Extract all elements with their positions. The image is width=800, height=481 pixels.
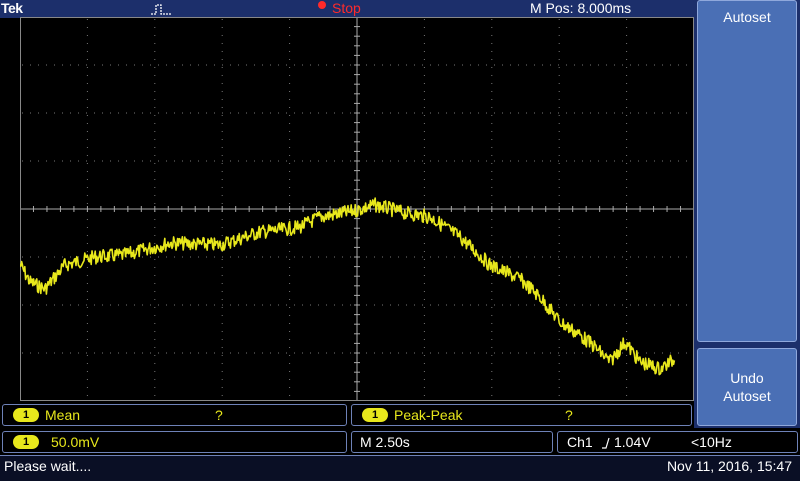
message-bar: Please wait.... Nov 11, 2016, 15:47 [0, 455, 800, 481]
channel-1-badge: 1 [13, 435, 39, 449]
acquisition-state: Stop [318, 0, 361, 16]
autoset-button[interactable]: Autoset [697, 0, 797, 342]
measurement-peak-peak[interactable]: 1 Peak-Peak ? [351, 404, 692, 426]
waveform-display[interactable] [20, 17, 694, 401]
channel-1-trace [20, 197, 676, 376]
graticule [20, 17, 694, 401]
status-header: Tek Stop M Pos: 8.000ms [0, 0, 694, 18]
trigger-frequency: <10Hz [691, 434, 732, 450]
measurement-value: ? [565, 407, 573, 423]
measurement-mean[interactable]: 1 Mean ? [2, 404, 347, 426]
stop-indicator-icon [318, 1, 326, 9]
undo-autoset-label: Undo Autoset [723, 370, 771, 404]
undo-autoset-button[interactable]: Undo Autoset [697, 348, 797, 426]
measurement-label: Mean [45, 407, 81, 423]
timebase-value: M 2.50s [360, 434, 410, 450]
acquisition-state-label: Stop [332, 0, 361, 16]
date-time: Nov 11, 2016, 15:47 [666, 458, 792, 474]
channel-1-badge: 1 [362, 408, 388, 422]
status-message: Please wait.... [4, 458, 92, 474]
measurement-value: ? [215, 407, 223, 423]
horizontal-position: M Pos: 8.000ms [530, 0, 632, 16]
measurement-label: Peak-Peak [394, 407, 463, 423]
brand-logo: Tek [1, 0, 23, 16]
trigger-source: Ch1 [567, 434, 593, 450]
trigger-level: 1.04V [614, 434, 651, 450]
trigger-readout[interactable]: Ch1 1.04V <10Hz [557, 431, 798, 453]
volts-per-div: 50.0mV [51, 434, 100, 450]
autoset-label: Autoset [723, 9, 771, 25]
softkey-menu: Autoset Undo Autoset [694, 0, 800, 428]
channel-1-scale[interactable]: 1 50.0mV [2, 431, 347, 453]
pulse-trigger-icon [151, 4, 171, 15]
rising-edge-icon [602, 437, 610, 449]
channel-1-badge: 1 [13, 408, 39, 422]
timebase-readout[interactable]: M 2.50s [351, 431, 553, 453]
